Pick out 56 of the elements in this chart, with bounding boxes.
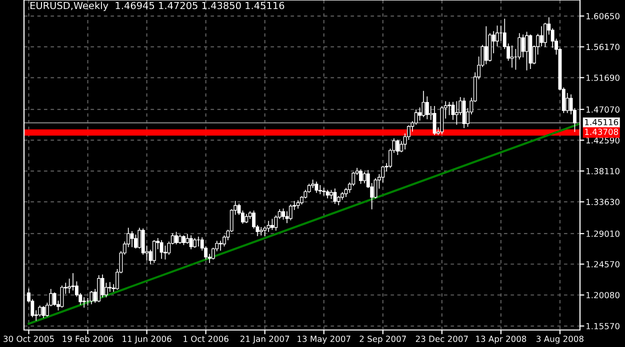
candlestick <box>322 188 326 196</box>
y-tick-label: 1.38110 <box>586 168 620 174</box>
x-tick-label: 23 Dec 2007 <box>416 336 468 342</box>
y-tick-label: 1.20080 <box>586 292 620 298</box>
x-tick-label: 11 Jun 2006 <box>122 336 172 344</box>
candlestick <box>108 282 112 292</box>
candlestick <box>362 172 366 184</box>
candlestick <box>97 275 101 302</box>
candlestick <box>425 96 429 120</box>
candlestick <box>38 305 42 317</box>
candlestick <box>288 204 292 220</box>
candlestick <box>484 26 488 64</box>
y-tick-label: 1.47070 <box>586 106 620 113</box>
candlestick <box>259 227 263 236</box>
x-tick-label: 2 Sep 2007 <box>360 336 406 344</box>
candlestick <box>160 240 164 259</box>
candlestick <box>448 102 452 116</box>
candlestick <box>130 231 134 248</box>
y-tick-label: 1.56170 <box>586 44 620 50</box>
candlestick <box>189 235 193 250</box>
candlestick <box>60 286 64 308</box>
y-tick-label: 1.60650 <box>586 13 620 20</box>
candlestick <box>462 98 466 128</box>
candlestick <box>396 140 400 155</box>
candlestick <box>359 169 362 184</box>
y-tick-label: 1.33630 <box>586 198 620 206</box>
candlestick <box>152 240 156 263</box>
candlestick <box>282 208 286 220</box>
ref-line-label: 1.43708 <box>585 128 618 135</box>
candlestick <box>270 218 274 230</box>
candlestick <box>266 220 270 232</box>
y-tick-label: 1.51690 <box>586 74 620 81</box>
candlestick <box>333 188 337 204</box>
candlestick <box>218 240 222 251</box>
candlestick <box>451 102 455 120</box>
ref-line-label: 1.45116 <box>585 118 618 126</box>
x-tick-label: 13 Apr 2008 <box>476 336 526 344</box>
chart-title: EURUSD,Weekly 1.46945 1.47205 1.43850 1.45116 <box>30 2 284 12</box>
candlestick <box>521 34 525 58</box>
x-tick-label: 21 Jan 2007 <box>240 336 290 344</box>
y-tick-label: 1.15570 <box>586 322 620 330</box>
candlestick <box>82 297 86 308</box>
x-tick-label: 1 Oct 2006 <box>184 336 228 342</box>
candlestick <box>90 291 94 304</box>
y-tick-label: 1.29010 <box>586 230 620 237</box>
x-tick-label: 30 Oct 2005 <box>4 336 54 342</box>
candlestick <box>525 32 528 70</box>
y-tick-label: 1.42590 <box>586 137 620 144</box>
x-tick-label: 19 Feb 2006 <box>62 336 114 342</box>
candlestick <box>174 232 178 244</box>
x-tick-label: 3 Aug 2008 <box>536 336 584 344</box>
x-tick-label: 13 May 2007 <box>298 336 350 344</box>
candlestick <box>566 92 570 114</box>
y-tick-label: 1.24570 <box>586 261 620 268</box>
candlestick <box>454 101 458 125</box>
candlestick <box>432 106 436 136</box>
